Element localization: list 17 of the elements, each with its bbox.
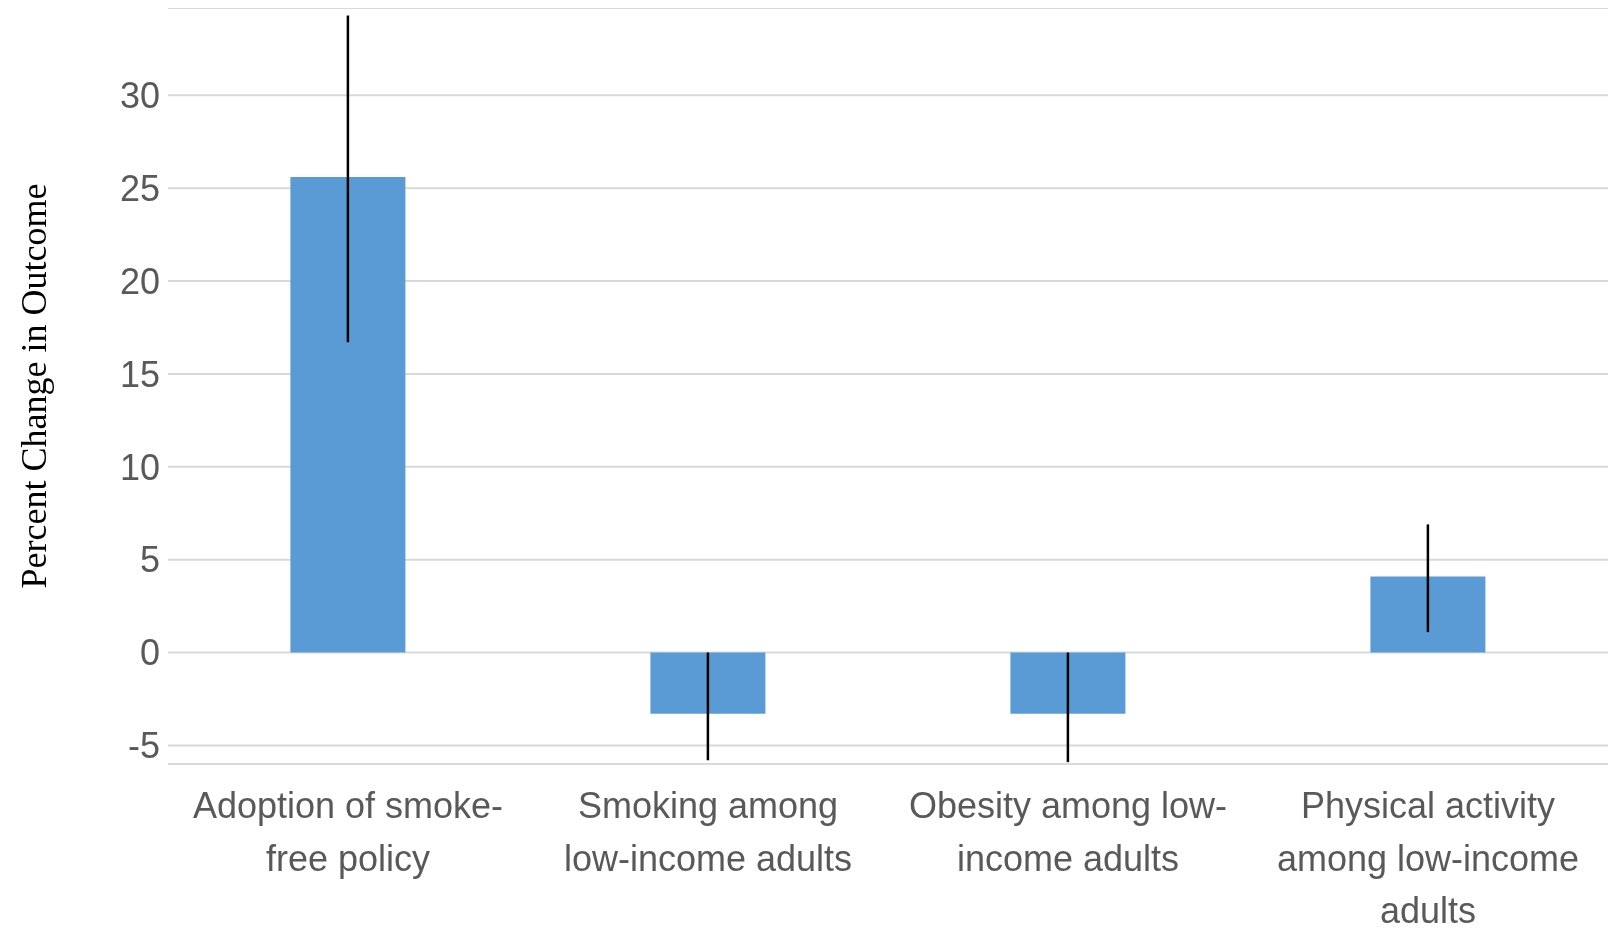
x-tick-label: Physical activity among low-income adults	[1276, 785, 1580, 931]
x-tick-label: Smoking among low-income adults	[563, 785, 853, 879]
y-tick-label: 30	[119, 75, 160, 117]
x-tick-label: Adoption of smoke-free policy	[192, 785, 504, 879]
y-tick-label: 0	[139, 632, 160, 674]
y-tick-label: 20	[119, 260, 160, 302]
y-tick-label: 5	[139, 539, 160, 581]
x-tick-label: Obesity among low-income adults	[908, 785, 1228, 879]
bar	[650, 652, 766, 714]
bar	[1370, 576, 1486, 653]
y-axis-title: Percent Change in Outcome	[13, 183, 54, 589]
y-tick-label: 25	[119, 167, 160, 209]
bar	[290, 177, 406, 653]
bar	[1010, 652, 1126, 714]
y-tick-label: 10	[119, 446, 160, 488]
y-tick-label: -5	[127, 725, 160, 767]
y-tick-label: 15	[119, 353, 160, 395]
